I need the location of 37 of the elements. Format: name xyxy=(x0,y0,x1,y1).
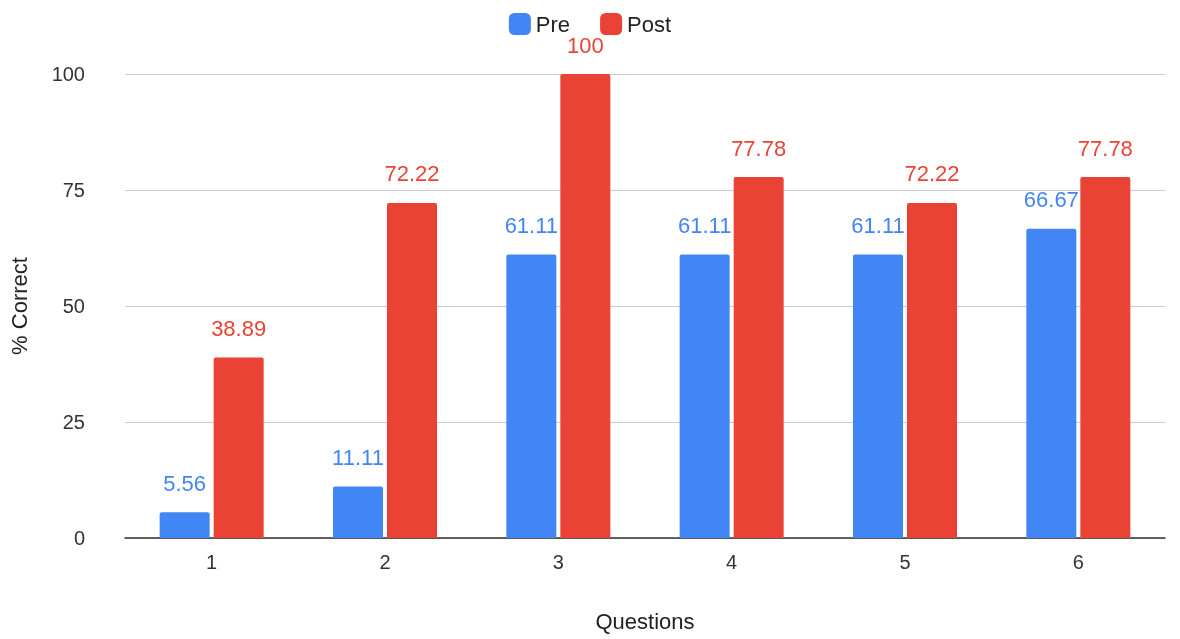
y-tick-label: 25 xyxy=(62,411,85,433)
bar xyxy=(853,254,903,538)
bar xyxy=(907,202,957,538)
x-tick-label: 5 xyxy=(899,551,911,573)
bar xyxy=(1080,177,1131,538)
data-label: 5.56 xyxy=(163,470,207,496)
data-label: 61.11 xyxy=(851,212,905,238)
bar xyxy=(733,177,784,538)
y-tick-label: 100 xyxy=(51,63,85,85)
y-tick-label: 75 xyxy=(62,179,85,201)
y-tick-label: 0 xyxy=(73,527,85,549)
y-axis-title: % Correct xyxy=(6,257,32,355)
bar xyxy=(159,512,210,538)
y-tick-label: 50 xyxy=(62,295,85,317)
x-tick-label: 6 xyxy=(1072,551,1084,573)
data-label: 61.11 xyxy=(504,212,559,238)
data-label: 11.11 xyxy=(332,444,384,470)
legend-label: Post xyxy=(627,11,672,37)
data-label: 61.11 xyxy=(677,212,732,238)
bar xyxy=(1026,228,1077,538)
data-label: 77.78 xyxy=(731,135,787,161)
x-tick-label: 2 xyxy=(379,551,391,573)
bar xyxy=(506,254,557,538)
data-label: 38.89 xyxy=(211,316,267,342)
bar xyxy=(213,357,264,538)
x-tick-label: 3 xyxy=(552,551,564,573)
bar xyxy=(387,202,437,538)
bar xyxy=(679,254,730,538)
data-label: 77.78 xyxy=(1077,135,1133,161)
x-axis-title: Questions xyxy=(595,608,695,634)
x-tick-label: 1 xyxy=(206,551,218,573)
bar xyxy=(333,486,383,538)
x-tick-label: 4 xyxy=(726,551,738,573)
data-label: 72.22 xyxy=(384,161,440,187)
bar xyxy=(560,74,611,538)
data-label: 72.22 xyxy=(904,161,960,187)
data-label: 66.67 xyxy=(1023,187,1079,213)
